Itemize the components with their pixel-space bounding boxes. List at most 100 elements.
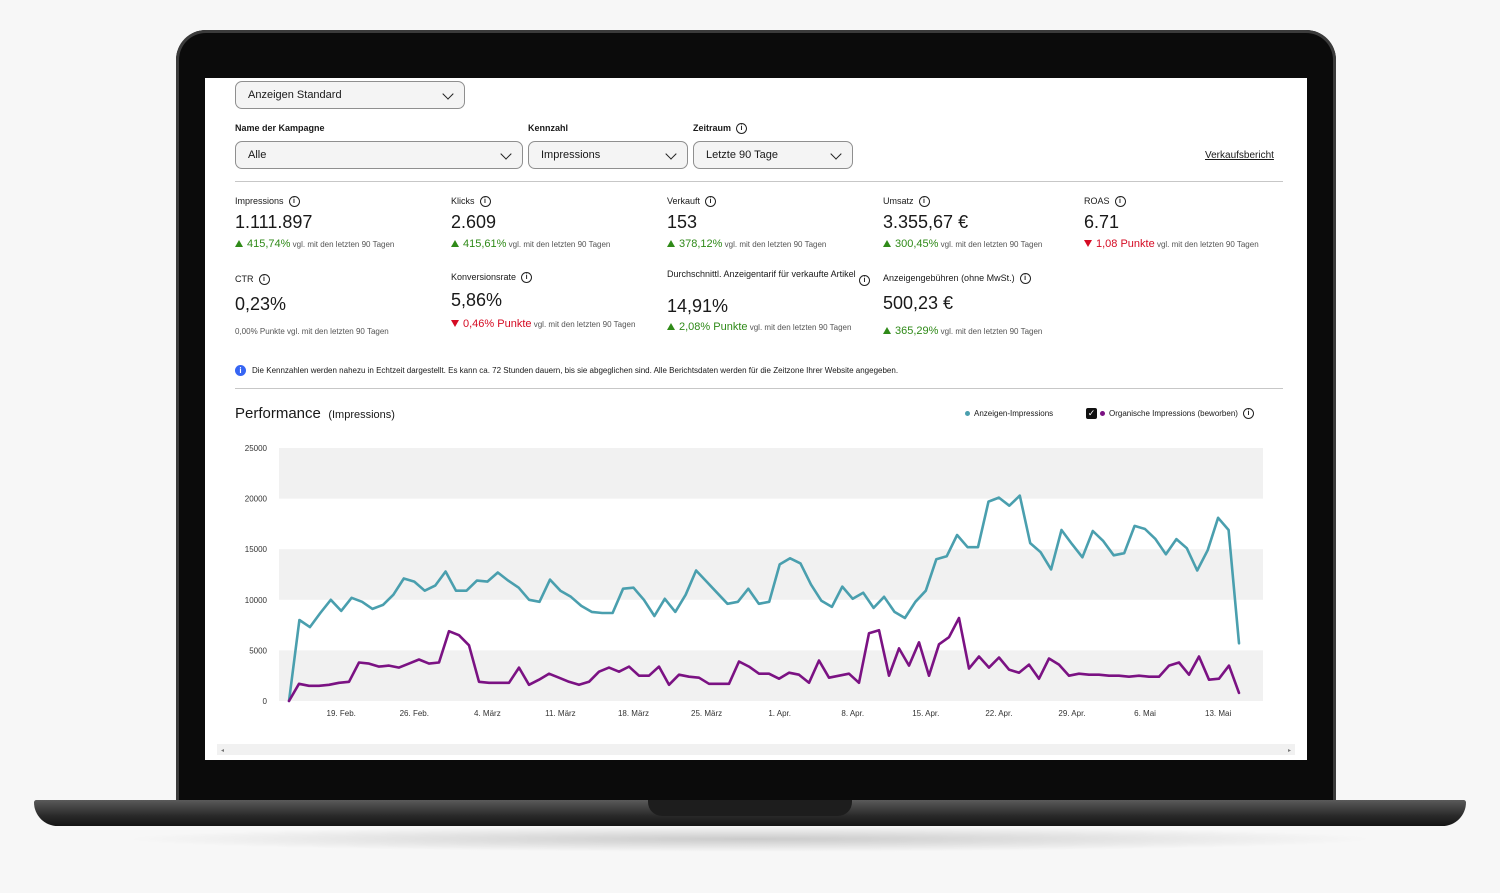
info-icon[interactable]: i xyxy=(288,196,300,208)
realtime-notice-text: Die Kennzahlen werden nahezu in Echtzeit… xyxy=(252,366,899,375)
organic-impressions-line xyxy=(287,616,1241,703)
info-icon[interactable]: i xyxy=(736,123,748,135)
ad-type-select-value: Anzeigen Standard xyxy=(248,89,342,101)
metric-umsatz-label: Umsatz i xyxy=(883,196,930,208)
scroll-left-icon[interactable]: ◂ xyxy=(221,748,225,754)
metric-select[interactable]: Impressions xyxy=(528,141,688,169)
y-tick-label: 15000 xyxy=(245,545,268,554)
x-tick-label: 13. Mai xyxy=(1205,709,1231,718)
metric-roas-label-text: ROAS xyxy=(1084,196,1110,206)
metric-anzeigentarif-compare: vgl. mit den letzten 90 Tagen xyxy=(749,323,852,332)
campaign-select[interactable]: Alle xyxy=(235,141,523,169)
laptop-shadow xyxy=(120,826,1380,852)
metric-konversionsrate-label: Konversionsrate i xyxy=(451,272,533,284)
period-filter-label-text: Zeitraum xyxy=(693,123,732,133)
performance-heading: Performance (Impressions) xyxy=(235,405,395,423)
y-tick-label: 5000 xyxy=(249,646,267,655)
campaign-filter-label: Name der Kampagne xyxy=(235,123,325,133)
legend-organic-label: Organische Impressions (beworben) xyxy=(1109,409,1238,418)
period-select[interactable]: Letzte 90 Tage xyxy=(693,141,853,169)
arrow-up-icon xyxy=(667,240,675,247)
x-tick-label: 26. Feb. xyxy=(400,709,429,718)
x-tick-label: 4. März xyxy=(474,709,501,718)
x-tick-label: 1. Apr. xyxy=(768,709,791,718)
metric-gebuehren-label: Anzeigengebühren (ohne MwSt.) i xyxy=(883,273,1031,285)
legend-organic[interactable]: ✓ Organische Impressions (beworben) i xyxy=(1086,408,1254,419)
info-icon[interactable]: i xyxy=(258,274,270,286)
metric-anzeigentarif-change-value: 2,08% Punkte xyxy=(679,321,748,333)
metric-gebuehren-change: 365,29% vgl. mit den letzten 90 Tagen xyxy=(883,325,1088,338)
metric-impressions-label: Impressions i xyxy=(235,196,300,208)
metric-verkauft-change: 378,12% vgl. mit den letzten 90 Tagen xyxy=(667,238,872,251)
metric-roas-compare: vgl. mit den letzten 90 Tagen xyxy=(1156,240,1259,249)
metric-klicks-label-text: Klicks xyxy=(451,196,475,206)
divider xyxy=(235,388,1283,389)
campaign-select-value: Alle xyxy=(248,149,267,161)
x-tick-label: 29. Apr. xyxy=(1058,709,1085,718)
ads-dashboard: Anzeigen Standard Name der Kampagne Kenn… xyxy=(235,78,1283,760)
metric-konversionsrate-compare: vgl. mit den letzten 90 Tagen xyxy=(533,320,636,329)
metric-gebuehren-value: 500,23 € xyxy=(883,293,954,313)
x-tick-label: 6. Mai xyxy=(1134,709,1156,718)
metric-gebuehren-label-text: Anzeigengebühren (ohne MwSt.) xyxy=(883,273,1015,283)
y-tick-label: 0 xyxy=(263,697,268,706)
metric-klicks-label: Klicks i xyxy=(451,196,491,208)
metric-umsatz-change-value: 300,45% xyxy=(895,238,939,250)
metric-roas-value: 6.71 xyxy=(1084,212,1120,232)
chevron-down-icon xyxy=(665,148,677,160)
laptop-notch xyxy=(648,800,852,816)
metric-select-value: Impressions xyxy=(541,149,601,161)
arrow-down-icon xyxy=(1084,240,1092,247)
metric-klicks-value: 2.609 xyxy=(451,212,497,232)
metric-ctr-label: CTR i xyxy=(235,274,270,286)
info-filled-icon: i xyxy=(235,365,246,376)
legend-ads: Anzeigen-Impressions xyxy=(965,409,1053,418)
info-icon[interactable]: i xyxy=(1114,196,1126,208)
metric-impressions-change-value: 415,74% xyxy=(247,238,291,250)
metric-klicks-change: 415,61% vgl. mit den letzten 90 Tagen xyxy=(451,238,656,251)
metric-konversionsrate-change: 0,46% Punkte vgl. mit den letzten 90 Tag… xyxy=(451,318,651,331)
info-icon[interactable]: i xyxy=(1019,273,1031,285)
metric-gebuehren-change-value: 365,29% xyxy=(895,325,939,337)
x-tick-label: 15. Apr. xyxy=(912,709,939,718)
x-tick-label: 18. März xyxy=(618,709,649,718)
arrow-up-icon xyxy=(451,240,459,247)
organic-toggle-checkbox[interactable]: ✓ xyxy=(1086,408,1097,419)
metric-impressions-compare: vgl. mit den letzten 90 Tagen xyxy=(292,240,395,249)
laptop-screen: Anzeigen Standard Name der Kampagne Kenn… xyxy=(205,78,1307,760)
info-icon[interactable]: i xyxy=(521,272,533,284)
metric-anzeigentarif-change: 2,08% Punkte vgl. mit den letzten 90 Tag… xyxy=(667,321,867,334)
metric-ctr-label-text: CTR xyxy=(235,274,254,284)
metric-roas-change-value: 1,08 Punkte xyxy=(1096,238,1155,250)
info-icon[interactable]: i xyxy=(705,196,717,208)
metric-umsatz-change: 300,45% vgl. mit den letzten 90 Tagen xyxy=(883,238,1088,251)
info-icon[interactable]: i xyxy=(918,196,930,208)
metric-konversionsrate-label-text: Konversionsrate xyxy=(451,272,517,282)
x-tick-label: 19. Feb. xyxy=(327,709,356,718)
metric-ctr-change: 0,00% Punkte vgl. mit den letzten 90 Tag… xyxy=(235,326,440,338)
performance-chart: 25000 20000 15000 10000 5000 0 19. Feb. 26. Feb… xyxy=(245,444,1263,718)
chart-scrollbar[interactable]: ◂ ▸ xyxy=(217,744,1295,755)
info-icon[interactable]: i xyxy=(479,196,491,208)
chevron-down-icon xyxy=(500,148,512,160)
metric-impressions-label-text: Impressions xyxy=(235,196,284,206)
arrow-up-icon xyxy=(883,240,891,247)
scroll-right-icon[interactable]: ▸ xyxy=(1287,748,1291,754)
x-tick-label: 8. Apr. xyxy=(841,709,864,718)
period-filter-label: Zeitraum i xyxy=(693,123,748,135)
metric-konversionsrate-change-value: 0,46% Punkte xyxy=(463,318,532,330)
legend-ads-label: Anzeigen-Impressions xyxy=(974,409,1054,418)
info-icon[interactable]: i xyxy=(859,275,870,286)
metric-anzeigentarif-label: Durchschnittl. Anzeigentarif für verkauf… xyxy=(667,269,856,279)
ads-impressions-line xyxy=(287,494,1241,703)
metric-umsatz-compare: vgl. mit den letzten 90 Tagen xyxy=(940,240,1043,249)
realtime-notice: i Die Kennzahlen werden nahezu in Echtze… xyxy=(235,365,898,376)
info-icon[interactable]: i xyxy=(1242,408,1254,419)
metric-roas-change: 1,08 Punkte vgl. mit den letzten 90 Tage… xyxy=(1084,238,1289,251)
metric-anzeigentarif-value: 14,91% xyxy=(667,296,729,316)
metric-impressions-value: 1.111.897 xyxy=(235,212,313,232)
sales-report-link[interactable]: Verkaufsbericht xyxy=(1205,150,1274,161)
ad-type-select[interactable]: Anzeigen Standard xyxy=(235,81,465,109)
organic-series-dot xyxy=(1100,411,1105,416)
period-select-value: Letzte 90 Tage xyxy=(706,149,778,161)
